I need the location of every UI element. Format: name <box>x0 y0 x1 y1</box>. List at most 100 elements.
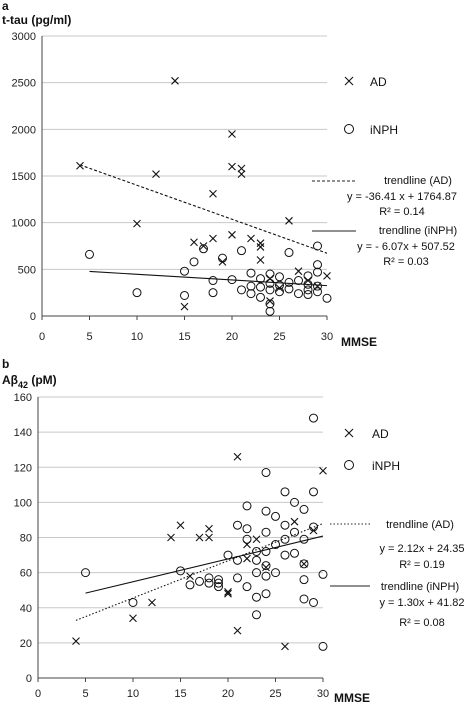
ad-point <box>171 76 179 85</box>
ad-point-stroke <box>237 170 246 179</box>
x-tick-label: 5 <box>86 331 92 343</box>
inph-point <box>261 571 271 581</box>
inph-point <box>303 290 313 300</box>
ad-point <box>195 533 204 542</box>
ad-point <box>133 219 141 228</box>
inph-point <box>265 278 275 288</box>
x-tick-label: 0 <box>35 688 41 700</box>
x-tick-label: 20 <box>222 688 234 700</box>
inph-point <box>233 555 242 565</box>
y-tick-label: 60 <box>20 568 32 580</box>
ad-point <box>290 517 299 526</box>
ad-point-stroke <box>285 216 293 225</box>
inph-point <box>309 522 318 532</box>
panel-a-trendlines <box>79 164 328 287</box>
legend-ad-label: AD <box>370 75 387 89</box>
ad-point-stroke <box>152 170 160 179</box>
inph-point <box>199 244 208 254</box>
ad-point-stroke <box>171 76 179 85</box>
panel-a-legend: AD iNPH trendline (AD) y = -36.41 x + 17… <box>312 75 457 268</box>
panel-b-label: b <box>2 357 9 371</box>
ad-point-stroke <box>76 161 84 170</box>
legend-ad-marker <box>344 428 354 438</box>
inph-point <box>214 578 223 588</box>
panel-a-y-tick-labels: 0 500 1000 1500 2000 2500 3000 <box>12 31 36 323</box>
y-tick-label: 80 <box>20 533 32 545</box>
inph-point <box>242 501 252 511</box>
inph-point <box>309 597 318 607</box>
legend-ad-symbol-stroke <box>344 428 354 438</box>
y-tick-label: 20 <box>20 638 32 650</box>
ad-point-stroke <box>224 588 232 596</box>
ad-point-stroke <box>256 239 265 248</box>
inph-point <box>299 534 309 544</box>
ad-point-stroke <box>247 234 255 243</box>
panel-b-x-tick-labels: 0 5 10 15 20 25 30 <box>35 688 329 700</box>
inph-point <box>252 610 261 620</box>
trendline-ad-label: trendline (AD) <box>386 519 454 531</box>
ad-point-stroke <box>180 302 189 311</box>
inph-point <box>242 534 252 544</box>
panel-a-axes <box>41 36 328 320</box>
panel-b-y-axis-title-unit: (pM) <box>28 373 57 387</box>
trendline-inph <box>89 270 328 287</box>
y-tick-label: 0 <box>26 673 32 685</box>
inph-point <box>204 578 214 588</box>
y-tick-label: 0 <box>30 311 36 323</box>
ad-point-stroke <box>262 563 270 572</box>
legend-ad-label: AD <box>372 427 389 441</box>
trendline-ad-equation: y = 2.12x + 24.35 <box>379 543 464 555</box>
panel-b-trendlines <box>75 523 324 621</box>
inph-point <box>284 284 294 294</box>
ad-point <box>243 554 251 563</box>
y-tick-label: 3000 <box>12 31 36 43</box>
ad-point-stroke <box>237 164 246 173</box>
inph-point <box>223 550 233 560</box>
ad-point <box>76 161 84 170</box>
trendline-ad-r2: R² = 0.14 <box>379 206 425 218</box>
trendline-ad <box>75 523 324 621</box>
x-tick-label: 10 <box>131 331 143 343</box>
ad-point <box>256 243 265 251</box>
inph-point <box>261 506 271 516</box>
inph-point <box>318 569 328 579</box>
inph-point <box>299 504 309 514</box>
panel-a-chart: a t-tau (pg/ml) 050010001500200025003000… <box>2 0 457 349</box>
inph-point <box>252 592 261 602</box>
inph-point <box>280 534 290 544</box>
y-tick-label: 40 <box>20 603 32 615</box>
ad-point <box>176 521 185 530</box>
inph-point <box>256 292 265 302</box>
legend-inph-symbol <box>344 460 354 470</box>
y-tick-label: 1500 <box>12 171 36 183</box>
inph-point <box>132 288 142 298</box>
inph-point <box>252 555 261 565</box>
ad-point <box>300 559 308 568</box>
ad-point-stroke <box>133 219 141 228</box>
inph-point <box>271 540 280 550</box>
ad-point-stroke <box>323 271 331 280</box>
panel-a-x-axis-title: MMSE <box>341 335 377 349</box>
legend-inph-label: iNPH <box>372 459 400 473</box>
inph-point <box>313 287 322 297</box>
y-tick-label: 160 <box>14 392 32 404</box>
inph-point <box>271 568 280 578</box>
inph-point <box>261 547 271 557</box>
ad-point-stroke <box>294 267 303 276</box>
ad-point-stroke <box>256 256 265 264</box>
legend-inph-marker <box>344 460 354 470</box>
inph-point <box>204 573 214 583</box>
panel-b-y-tick-labels: 0 20 40 60 80 100 120 140 160 <box>14 392 32 685</box>
inph-point <box>294 289 303 299</box>
inph-point <box>284 277 294 287</box>
panel-b-legend: AD iNPH trendline (AD) y = 2.12x + 24.35… <box>330 427 465 629</box>
ad-point-stroke <box>205 524 213 533</box>
trendline-inph-label: trendline (iNPH) <box>379 225 457 237</box>
y-tick-label: 2500 <box>12 78 36 90</box>
ad-point <box>281 642 289 651</box>
panel-b-y-axis-title-subscript: 42 <box>18 380 28 390</box>
inph-point <box>261 561 271 571</box>
x-tick-label: 0 <box>39 331 45 343</box>
ad-point-stroke <box>129 614 137 623</box>
